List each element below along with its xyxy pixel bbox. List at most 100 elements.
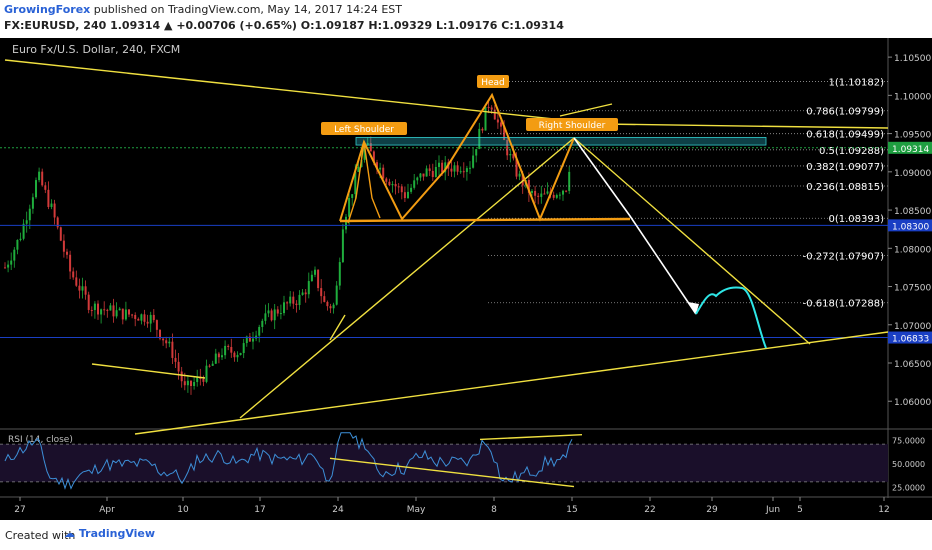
candle-body [115,310,118,317]
candle-body [469,167,471,169]
price-mark-label: 1.06833 [892,335,929,345]
candle-body [484,106,487,131]
candle-body [338,262,341,286]
candle-body [394,184,397,187]
candle-body [109,305,112,311]
tradingview-brand: TradingView [78,527,156,540]
candle-body [258,326,261,336]
candle-body [211,363,214,366]
candle-body [441,162,444,173]
rsi-label: RSI (14, close) [8,435,73,445]
candle-body [295,303,298,306]
candle-body [419,173,422,178]
published-text: published on TradingView.com, May 14, 20… [93,3,402,16]
candle-body [475,149,478,156]
cloud-icon: ☁ [64,527,75,540]
candle-body [434,166,437,177]
candle-body [186,380,189,386]
candle-body [149,314,152,324]
annotation-label: Left Shoulder [334,125,394,135]
candle-body [261,320,264,327]
candle-body [279,313,282,315]
candle-body [323,296,326,302]
fib-label: -0.272(1.07907) [803,251,884,262]
candle-body [22,223,25,239]
x-tick-label: 5 [797,505,803,515]
publisher-link[interactable]: GrowingForex [4,3,91,16]
candle-body [137,318,140,321]
candle-body [537,195,540,197]
x-tick-label: 17 [254,505,265,515]
candle-body [400,186,403,193]
candle-body [118,308,121,311]
candle-body [47,189,50,207]
candle-body [320,288,323,297]
created-with-text: Created with [5,529,76,542]
y-tick-label: 1.09500 [894,131,931,141]
candle-body [357,167,360,172]
candle-body [62,240,65,252]
fib-label: 0.5(1.09288) [819,146,884,157]
candle-body [515,158,518,177]
candle-body [286,302,289,304]
candle-body [425,168,428,177]
x-tick-label: 15 [566,505,577,515]
candle-body [521,173,524,186]
time-axis[interactable]: 27 Apr 10 17 24 May 8 15 22 29 Jun 5 12 [14,497,890,515]
candle-body [472,155,475,168]
trendline [4,59,601,125]
candle-body [301,292,304,295]
fib-label: 0.236(1.08815) [806,182,884,193]
trendline [239,137,575,419]
candle-body [403,192,406,199]
candle-body [10,260,13,265]
ohlc-line: FX:EURUSD, 240 1.09314 ▲ +0.00706 (+0.65… [4,19,564,32]
candle-body [565,190,568,192]
candle-body [227,345,230,347]
trendline [559,103,613,117]
candle-body [276,309,279,314]
candle-body [444,162,447,173]
candle-body [221,355,223,358]
candle-body [552,194,555,198]
candle-body [16,239,19,250]
candle-body [7,264,10,268]
candle-body [84,286,87,295]
price-mark-bg [888,331,932,344]
candle-body [332,304,335,309]
candle-body [329,306,332,309]
price-axis[interactable]: 1.10500 1.10000 1.09500 1.09000 1.08500 1.080… [888,54,932,408]
candle-body [143,314,146,322]
candle-body [236,354,239,358]
candle-body [397,186,400,188]
trendline [91,363,206,379]
candle-body [217,353,220,358]
candle-body [335,285,338,305]
x-tick-label: 24 [332,505,344,515]
candle-body [518,173,521,177]
candle-body [239,353,242,355]
candle-body [487,106,490,108]
tradingview-logo[interactable]: ☁ TradingView [64,527,155,540]
candle-body [78,285,81,291]
candle-body [354,171,357,195]
candle-body [41,171,44,186]
fib-label: 0.618(1.09499) [806,130,884,141]
candle-body [196,376,199,383]
forecast-arrow [573,137,697,315]
candle-body [314,269,316,275]
candle-body [159,329,161,339]
candle-body [245,336,248,344]
candle-body [13,249,16,261]
candle-body [462,171,465,173]
candle-body [379,167,382,170]
fib-label: 0.382(1.09077) [806,162,884,173]
candle-body [438,162,440,167]
drawings: Head Left Shoulder Right Shoulder [0,59,889,435]
candle-body [422,173,425,177]
price-chart[interactable]: Euro Fx/U.S. Dollar, 240, FXCM 1(1.10182… [0,38,932,520]
x-tick-label: 12 [878,505,889,515]
candle-body [540,193,543,197]
candle-body [465,168,468,172]
candle-body [152,314,155,321]
